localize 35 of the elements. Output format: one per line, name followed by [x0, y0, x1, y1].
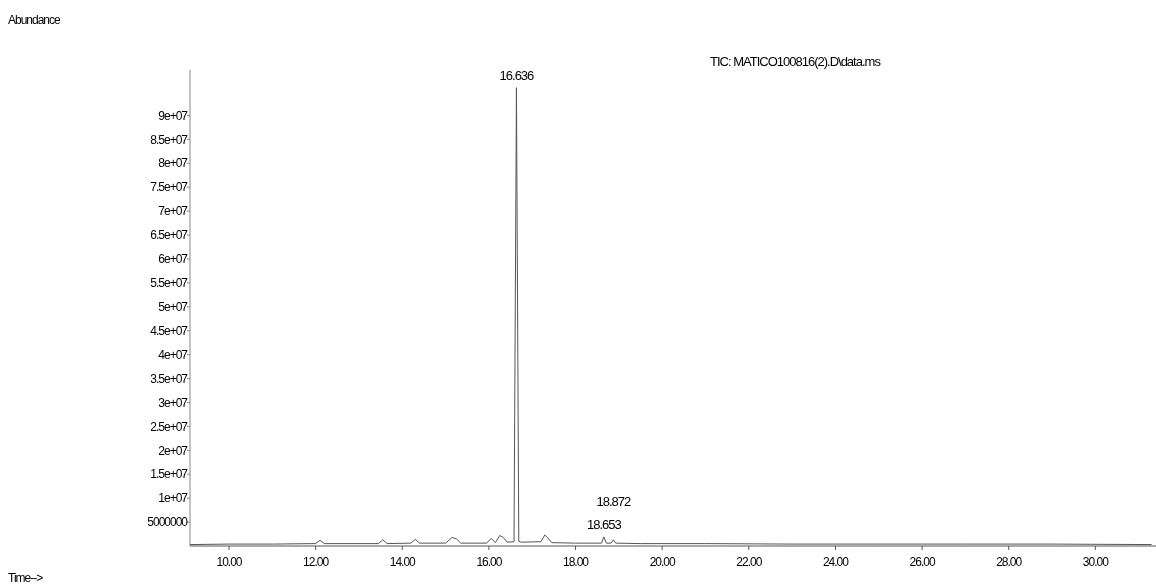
y-tick-label: 1e+07	[158, 491, 189, 506]
x-tick-label: 20.00	[649, 555, 677, 569]
y-tick-label: 5e+07	[158, 300, 189, 314]
x-tick-label: 14.00	[389, 555, 417, 569]
y-tick-label: 3.5e+07	[150, 371, 189, 386]
y-tick-label: 5000000	[147, 515, 189, 530]
chart-title: TIC: MATICO100816(2).D\data.ms	[710, 54, 882, 69]
x-tick-label: 26.00	[909, 555, 936, 569]
y-tick-label: 8e+07	[158, 156, 189, 171]
x-tick-label: 18.00	[563, 555, 590, 569]
x-tick-label: 16.00	[476, 555, 503, 569]
annotation: 16.636	[499, 67, 535, 83]
x-tick-label: 30.00	[1082, 555, 1110, 569]
text: Abundance	[8, 13, 62, 27]
y-tick-label: 6.5e+07	[150, 228, 189, 243]
y-tick-label: 7e+07	[158, 204, 189, 219]
y-tick-label: 8.5e+07	[150, 132, 189, 147]
y-tick-label: 4e+07	[158, 347, 189, 362]
x-tick-label: 10.00	[216, 555, 243, 569]
y-tick-label: 9e+07	[158, 108, 189, 123]
x-tick-label: 24.00	[822, 555, 850, 569]
y-tick-label: 7.5e+07	[150, 180, 189, 195]
x-tick-label: 22.00	[736, 555, 763, 569]
y-tick-label: 5.5e+07	[150, 276, 189, 291]
y-tick-label: 2e+07	[158, 443, 189, 458]
y-tick-label: 1.5e+07	[150, 467, 189, 482]
x-tick-label: 28.00	[996, 555, 1023, 569]
y-tick-label: 6e+07	[158, 252, 189, 267]
y-tick-label: 2.5e+07	[150, 419, 189, 434]
annotation: 18.872	[596, 493, 631, 509]
annotation: 18.653	[586, 516, 622, 532]
y-tick-label: 4.5e+07	[150, 323, 189, 338]
text: Time-->	[8, 571, 44, 585]
y-tick-label: 3e+07	[158, 395, 189, 410]
x-tick-label: 12.00	[303, 555, 330, 569]
